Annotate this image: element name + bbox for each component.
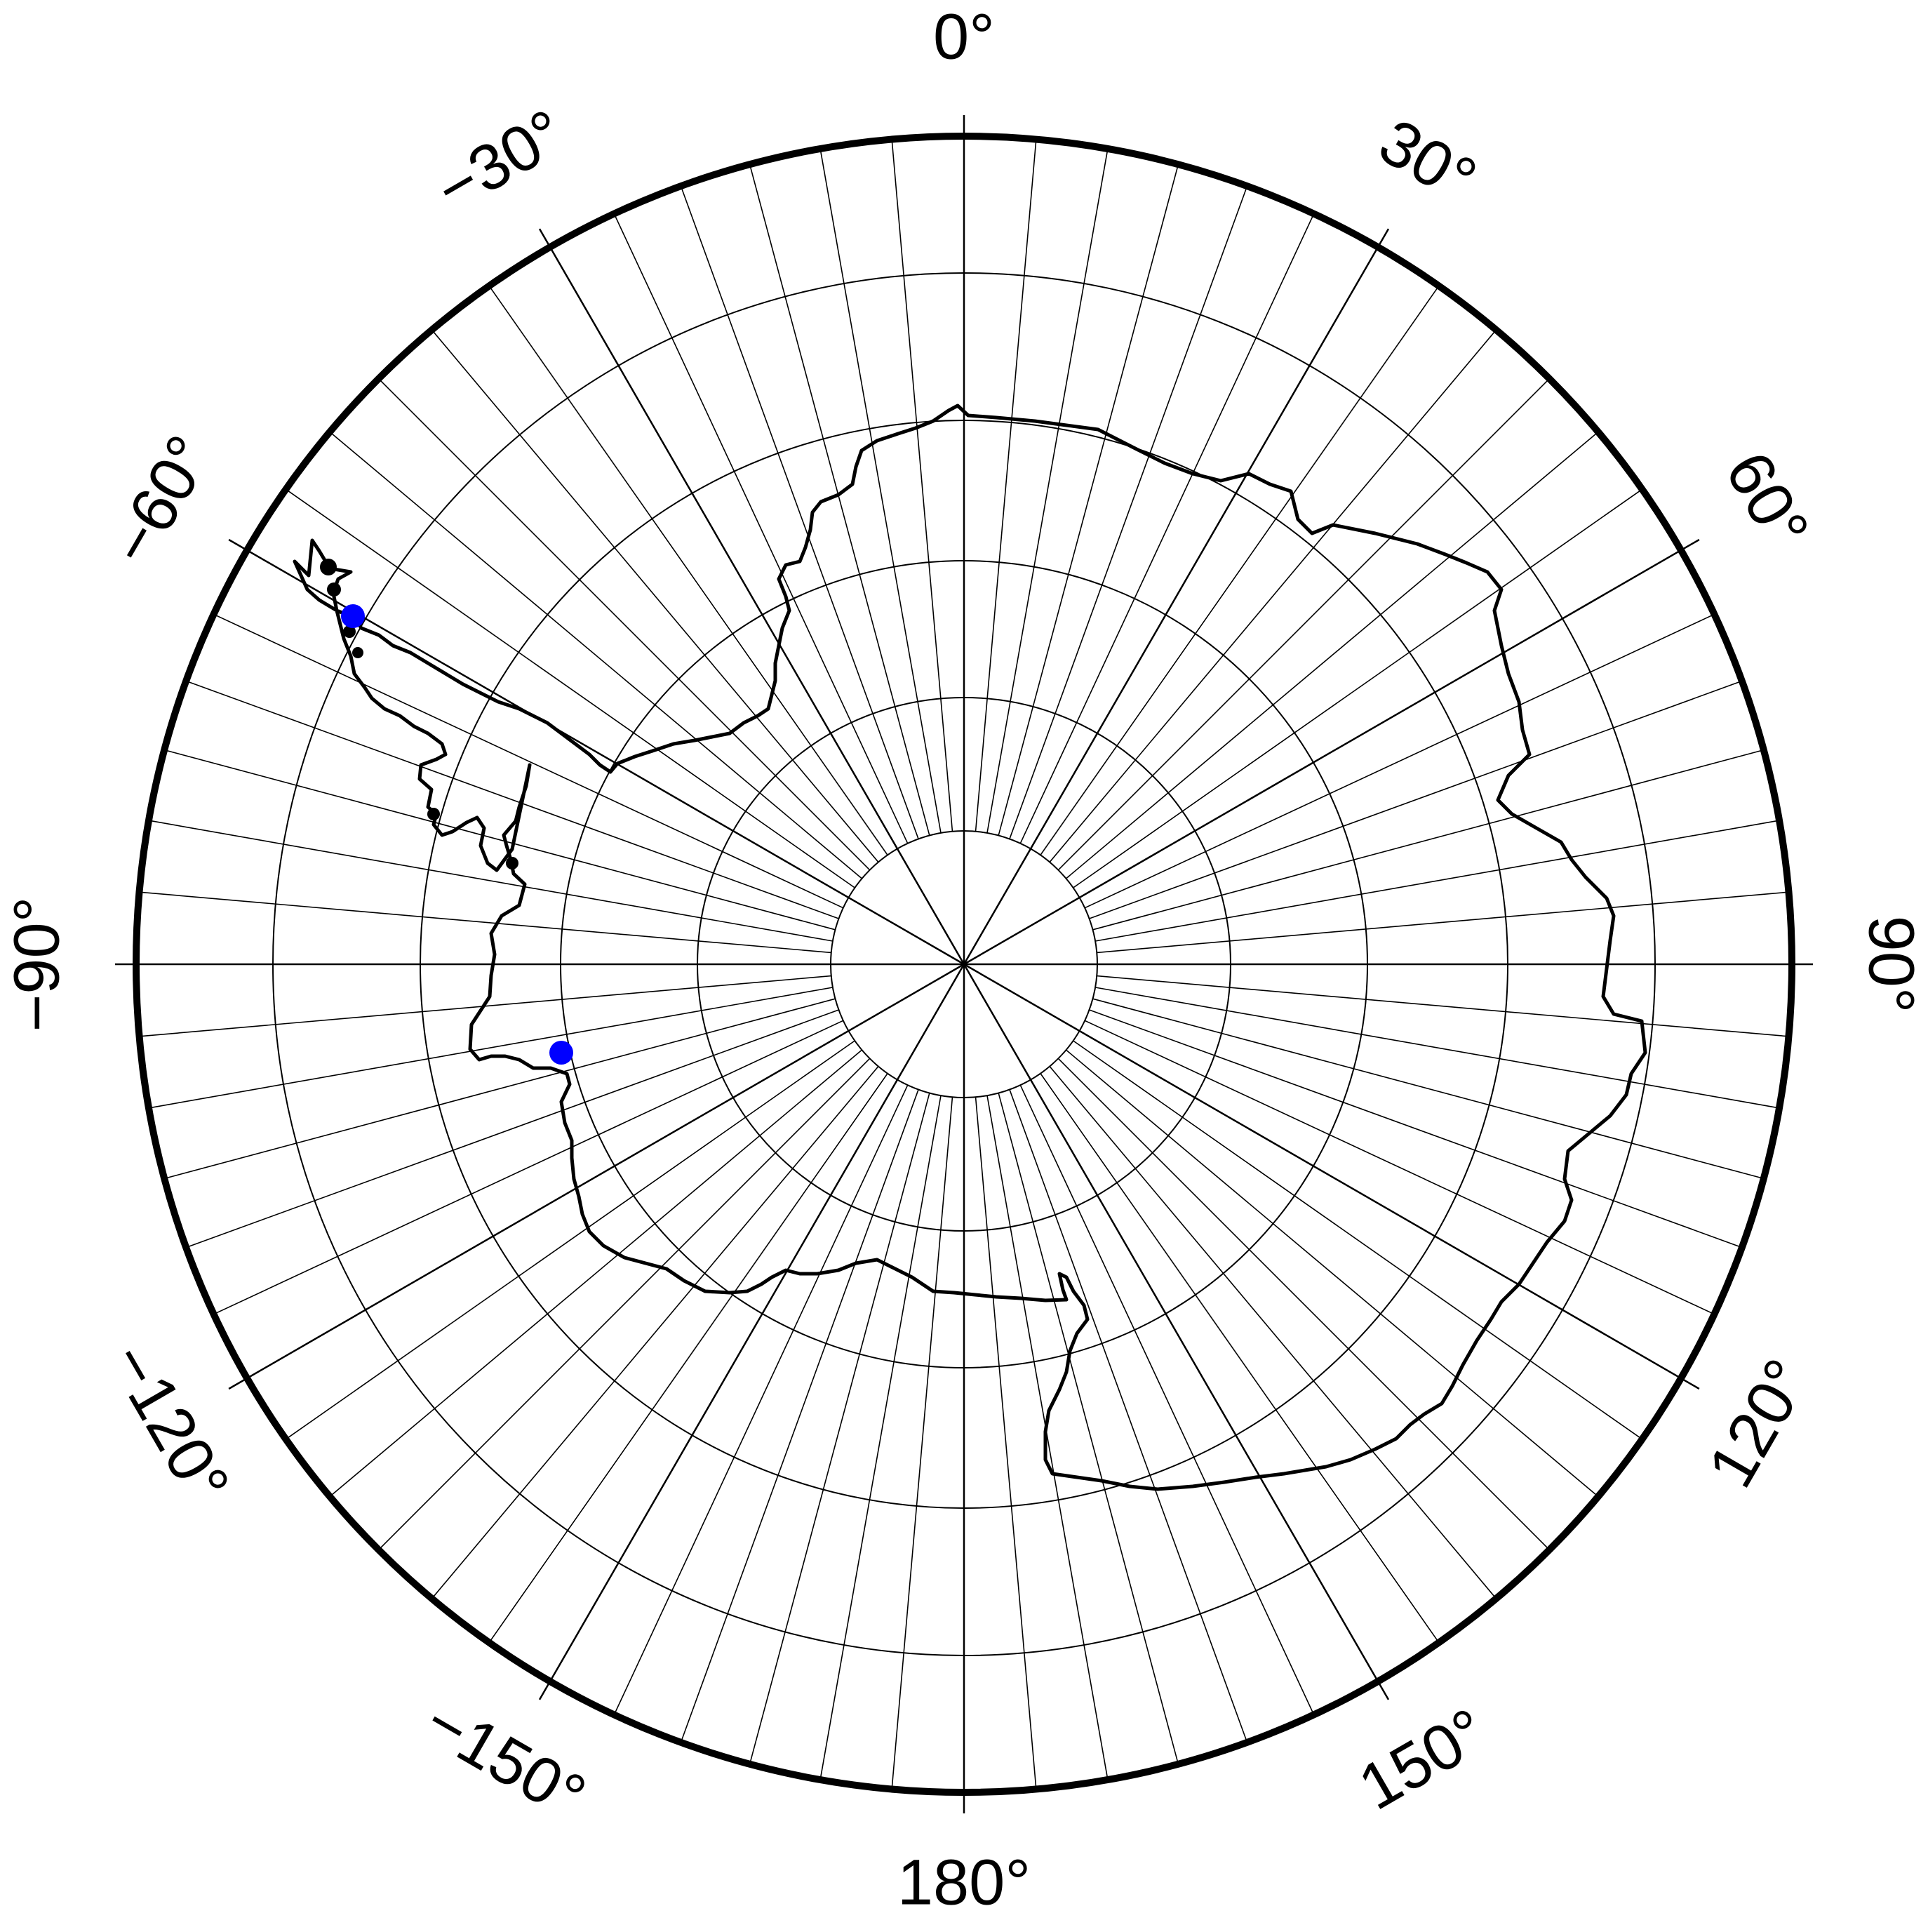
longitude-label: 90° xyxy=(1856,915,1927,1013)
meridian-line xyxy=(164,998,836,1180)
meridian-line xyxy=(963,228,1390,965)
meridian-line xyxy=(680,185,919,839)
island-mark xyxy=(343,625,356,638)
meridian-line xyxy=(378,378,871,871)
island-mark xyxy=(506,857,518,870)
meridian-line xyxy=(378,1058,871,1550)
coastline xyxy=(293,404,1647,1491)
map-frame xyxy=(133,133,1795,1796)
island-mark xyxy=(320,559,337,575)
meridian-line xyxy=(1019,1084,1315,1715)
meridian-line xyxy=(329,431,862,879)
meridian-line xyxy=(1097,975,1789,1037)
meridian-line xyxy=(986,148,1109,834)
meridian-line xyxy=(1066,1049,1599,1498)
meridian-line xyxy=(1092,998,1764,1180)
meridian-line xyxy=(1040,1073,1440,1644)
meridian-line xyxy=(1089,1009,1743,1248)
meridian-line xyxy=(819,1095,942,1780)
island-mark xyxy=(352,647,363,658)
meridian-line xyxy=(213,1020,844,1315)
meridian-line xyxy=(1073,488,1643,888)
meridian-line xyxy=(975,139,1037,832)
meridian-line xyxy=(998,1093,1179,1764)
meridian-line xyxy=(1094,987,1780,1109)
meridian-line xyxy=(185,1009,839,1248)
meridian-line xyxy=(1084,1020,1715,1315)
meridian-line xyxy=(613,213,909,844)
graticule xyxy=(115,115,1813,1813)
longitude-label: −90° xyxy=(1,897,72,1032)
meridian-line xyxy=(1009,185,1248,839)
meridian-line xyxy=(185,680,839,919)
meridian-line xyxy=(488,1073,888,1644)
meridian-line xyxy=(1092,749,1764,931)
meridian-line xyxy=(1084,613,1715,909)
meridian-line xyxy=(1009,1089,1248,1743)
meridian-line xyxy=(749,164,930,836)
meridian-line xyxy=(213,613,844,909)
meridian-line xyxy=(1089,680,1743,919)
meridian-line xyxy=(1097,891,1789,954)
meridian-line xyxy=(1049,329,1497,862)
longitude-label: 0° xyxy=(933,1,995,72)
meridian-line xyxy=(488,285,888,855)
meridian-line xyxy=(613,1084,909,1715)
meridian-line xyxy=(164,749,836,931)
antarctic-peninsula-station-marker xyxy=(341,604,365,628)
ross-ice-shelf-station-marker xyxy=(549,1041,573,1065)
meridian-line xyxy=(891,1097,953,1790)
island-mark xyxy=(427,808,440,820)
meridian-line xyxy=(819,148,942,834)
meridian-line xyxy=(1057,1058,1550,1550)
longitude-label: 180° xyxy=(897,1846,1031,1918)
meridian-line xyxy=(1057,378,1550,871)
meridian-line xyxy=(1073,1040,1643,1440)
meridian-line xyxy=(1019,213,1315,844)
meridian-line xyxy=(1040,285,1440,855)
meridian-line xyxy=(148,987,834,1109)
meridian-line xyxy=(148,820,834,942)
meridian-line xyxy=(538,964,965,1700)
meridian-line xyxy=(228,963,965,1390)
meridian-line xyxy=(986,1095,1109,1780)
meridian-line xyxy=(1094,820,1780,942)
meridian-line xyxy=(891,139,953,832)
map-boundary xyxy=(133,133,1795,1796)
meridian-line xyxy=(329,1049,862,1498)
meridian-line xyxy=(998,164,1179,836)
station-markers xyxy=(341,604,573,1065)
meridian-line xyxy=(139,891,831,954)
meridian-line xyxy=(975,1097,1037,1790)
meridian-line xyxy=(1066,431,1599,879)
meridian-line xyxy=(538,228,965,965)
meridian-line xyxy=(963,963,1700,1390)
meridian-line xyxy=(680,1089,919,1743)
antarctica-coastline xyxy=(293,404,1647,1491)
meridian-line xyxy=(1049,1066,1497,1599)
meridian-line xyxy=(431,1066,879,1599)
island-mark xyxy=(327,582,341,597)
meridian-line xyxy=(963,964,1390,1700)
meridian-line xyxy=(749,1093,930,1764)
meridian-line xyxy=(963,538,1700,966)
meridian-line xyxy=(285,1040,855,1440)
meridian-line xyxy=(431,329,879,862)
meridian-line xyxy=(285,488,855,888)
